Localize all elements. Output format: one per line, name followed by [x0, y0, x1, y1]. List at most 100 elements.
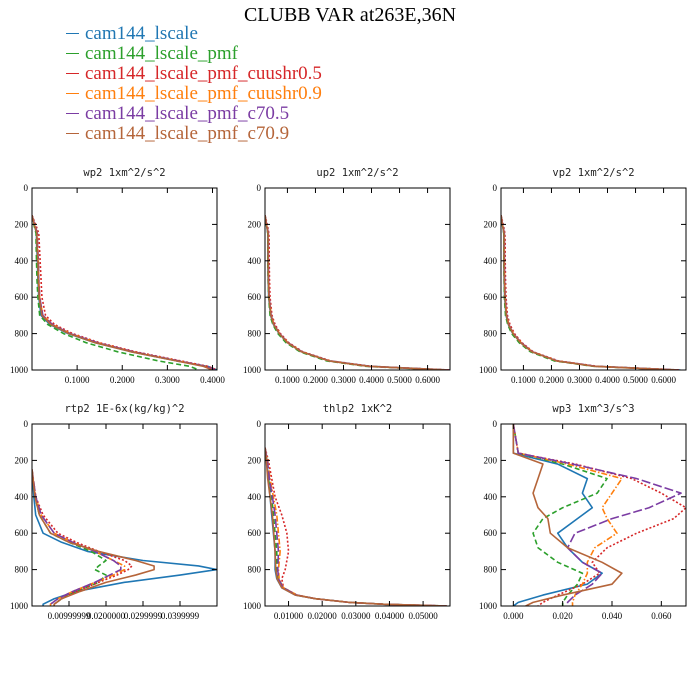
x-tick-label: 0.4000 [359, 375, 384, 385]
x-tick-label: 0.5000 [623, 375, 648, 385]
x-tick-label: 0.3000 [567, 375, 592, 385]
x-tick-label: 0.05000 [408, 611, 438, 621]
legend-label: cam144_lscale_pmf_c70.5 [85, 103, 290, 124]
legend-label: cam144_lscale_pmf [85, 43, 239, 64]
y-tick-label: 200 [248, 455, 262, 465]
series-line [32, 215, 217, 370]
series-group [265, 215, 450, 370]
x-tick-label: 0.02000 [308, 611, 338, 621]
series-line [501, 215, 678, 370]
plot-frame [264, 423, 451, 607]
y-tick-label: 800 [484, 329, 498, 339]
x-tick-label: 0.2000 [303, 375, 328, 385]
legend-item: cam144_lscale_pmf [66, 44, 322, 64]
x-tick-label: 0.040 [602, 611, 623, 621]
series-line [32, 469, 133, 606]
chart-panel: wp3 1xm^3/s^3 0 200 400 600 800 1000 0.000 0.020… [479, 403, 687, 621]
series-line [32, 469, 122, 606]
x-tick-label: 0.0200000 [87, 611, 126, 621]
chart-panel: wp2 1xm^2/s^2 0 200 400 600 800 1000 0.1000 0.20… [10, 167, 225, 385]
plot-frame [31, 187, 218, 371]
y-tick-label: 400 [15, 492, 29, 502]
series-line [265, 447, 447, 606]
legend-label: cam144_lscale_pmf_c70.9 [85, 123, 290, 144]
y-tick-label: 1000 [243, 365, 262, 375]
y-tick-label: 600 [484, 528, 498, 538]
y-tick-label: 200 [248, 219, 262, 229]
y-tick-label: 600 [484, 292, 498, 302]
series-group [32, 215, 217, 370]
series-line [501, 215, 681, 370]
legend-swatch [66, 53, 79, 55]
chart-panel: vp2 1xm^2/s^2 0 200 400 600 800 1000 0.1000 0.20… [479, 167, 687, 385]
legend-swatch [66, 93, 79, 95]
y-tick-label: 200 [484, 219, 498, 229]
series-line [512, 424, 608, 606]
plot-frame [31, 423, 218, 607]
x-tick-label: 0.5000 [387, 375, 412, 385]
x-tick-label: 0.03000 [341, 611, 371, 621]
y-tick-label: 600 [15, 528, 29, 538]
series-line [512, 424, 623, 606]
y-tick-label: 1000 [479, 601, 498, 611]
x-tick-label: 0.6000 [651, 375, 676, 385]
series-line [32, 215, 200, 370]
series-group [32, 469, 217, 606]
legend: cam144_lscale cam144_lscale_pmf cam144_l… [66, 24, 322, 144]
series-line [501, 215, 681, 370]
series-line [265, 215, 448, 370]
x-tick-label: 0.04000 [375, 611, 405, 621]
y-tick-label: 800 [15, 329, 29, 339]
y-tick-label: 0 [24, 183, 29, 193]
y-tick-label: 200 [15, 219, 29, 229]
x-tick-label: 0.0399999 [161, 611, 200, 621]
x-tick-label: 0.3000 [331, 375, 356, 385]
x-tick-label: 0.2000 [110, 375, 135, 385]
y-tick-label: 400 [15, 256, 29, 266]
series-line [501, 215, 678, 370]
series-line [32, 469, 155, 606]
y-tick-label: 400 [484, 492, 498, 502]
series-line [512, 424, 623, 606]
x-tick-label: 0.020 [553, 611, 574, 621]
x-tick-label: 0.2000 [539, 375, 564, 385]
x-tick-label: 0.4000 [200, 375, 225, 385]
legend-item: cam144_lscale_pmf_c70.9 [66, 124, 322, 144]
legend-label: cam144_lscale_pmf_cuushr0.5 [85, 63, 322, 84]
x-tick-label: 0.1000 [65, 375, 90, 385]
legend-item: cam144_lscale_pmf_c70.5 [66, 104, 322, 124]
plot-frame [500, 187, 687, 371]
panel-title: rtp2 1E-6x(kg/kg)^2 [64, 403, 184, 415]
x-tick-label: 0.3000 [155, 375, 180, 385]
legend-label: cam144_lscale [85, 23, 198, 44]
y-tick-label: 600 [15, 292, 29, 302]
series-line [265, 447, 447, 606]
series-group [512, 424, 686, 606]
panel-title: up2 1xm^2/s^2 [316, 167, 398, 179]
series-line [32, 215, 217, 370]
y-tick-label: 200 [15, 455, 29, 465]
legend-item: cam144_lscale_pmf_cuushr0.5 [66, 64, 322, 84]
x-tick-label: 0.00999999 [48, 611, 91, 621]
y-tick-label: 0 [257, 419, 262, 429]
series-line [512, 424, 686, 606]
legend-item: cam144_lscale_pmf_cuushr0.9 [66, 84, 322, 104]
panel-title: wp2 1xm^2/s^2 [83, 167, 165, 179]
plot-frame [500, 423, 687, 607]
legend-swatch [66, 113, 79, 115]
x-tick-label: 0.01000 [274, 611, 304, 621]
y-tick-label: 800 [248, 329, 262, 339]
series-line [265, 215, 445, 370]
series-group [501, 215, 681, 370]
y-tick-label: 800 [15, 565, 29, 575]
y-tick-label: 0 [257, 183, 262, 193]
x-tick-label: 0.1000 [275, 375, 300, 385]
legend-swatch [66, 33, 79, 35]
y-tick-label: 400 [248, 492, 262, 502]
figure-title: CLUBB VAR at263E,36N [243, 4, 457, 26]
x-tick-label: 0.060 [651, 611, 672, 621]
y-tick-label: 800 [248, 565, 262, 575]
y-tick-label: 800 [484, 565, 498, 575]
y-tick-label: 600 [248, 528, 262, 538]
